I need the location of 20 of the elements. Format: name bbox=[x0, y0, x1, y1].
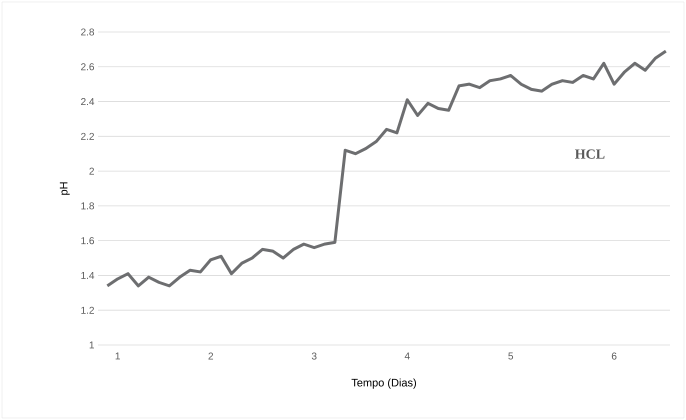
line-series bbox=[106, 50, 668, 288]
x-tick-label: 3 bbox=[312, 352, 317, 360]
x-tick-label: 1 bbox=[116, 352, 120, 360]
y-tick-label: 2 bbox=[89, 168, 94, 175]
y-tick-label: 2.8 bbox=[81, 28, 94, 36]
y-tick-label: 1.6 bbox=[81, 237, 94, 244]
y-tick-label: 1 bbox=[90, 342, 94, 348]
x-tick-label: 5 bbox=[508, 352, 514, 360]
x-tick-label: 2 bbox=[208, 352, 214, 360]
y-tick-label: 1.4 bbox=[81, 272, 94, 279]
annotation: HCL bbox=[574, 149, 604, 159]
x-tick-label: 4 bbox=[404, 352, 410, 360]
y-tick-label: 1.8 bbox=[81, 202, 94, 210]
x-tick-label: 6 bbox=[612, 352, 616, 360]
y-tick-label: 2.6 bbox=[81, 63, 94, 70]
x-axis-title: Tempo (Dias) bbox=[352, 378, 416, 389]
y-axis-title: pH bbox=[60, 182, 70, 195]
y-tick-label: 1.2 bbox=[81, 306, 94, 314]
y-tick-label: 2.2 bbox=[81, 132, 94, 140]
y-tick-label: 2.4 bbox=[81, 98, 94, 106]
